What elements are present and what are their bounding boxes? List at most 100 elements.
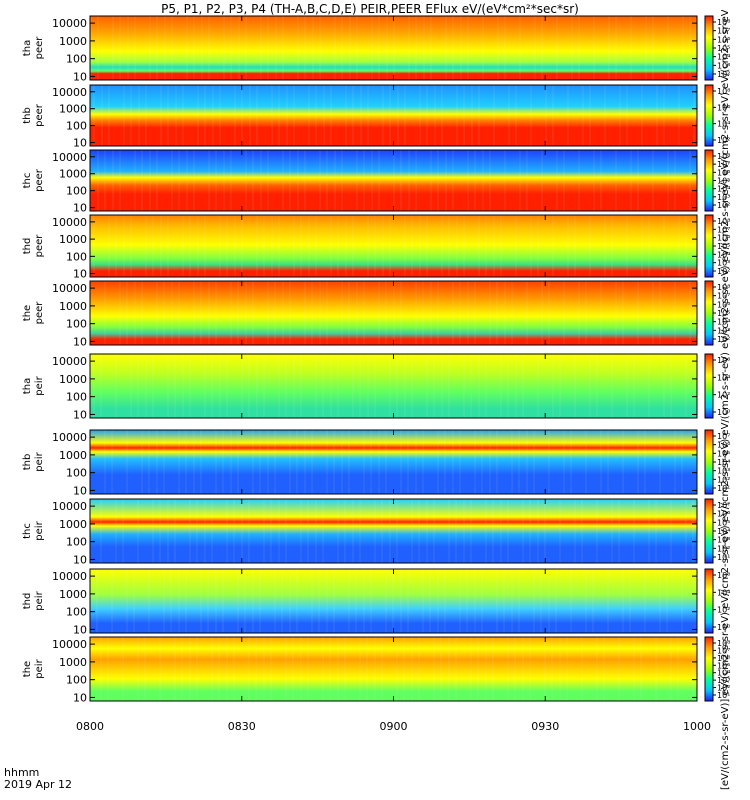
texture-stripe [156,281,158,345]
texture-stripe [507,637,509,701]
texture-stripe [637,150,639,211]
y-tick-label: 10000 [52,151,87,164]
texture-stripe [215,569,217,633]
colorbar-tick-label: 10⁸ [717,18,730,27]
texture-stripe [334,16,336,80]
texture-stripe [104,281,106,345]
panel-spectrum [90,354,697,418]
y-tick-label: 10000 [52,570,87,583]
texture-stripe [385,430,387,494]
texture-stripe [378,16,380,80]
texture-stripe [578,150,580,211]
texture-stripe [692,637,694,701]
texture-stripe [667,16,669,80]
texture-stripe [459,430,461,494]
colorbar-units-label: [eV/(cm2-s-sr-eV)] eV/(cm2-s-sr-eV) eV/(… [720,10,731,790]
texture-stripe [426,354,428,418]
y-tick-label: 10 [73,335,87,348]
texture-stripe [618,637,620,701]
texture-stripe [282,16,284,80]
texture-stripe [452,430,454,494]
texture-stripe [307,637,309,701]
texture-stripe [622,430,624,494]
texture-stripe [322,354,324,418]
texture-stripe [434,85,436,146]
y-tick-label: 10 [73,137,87,150]
texture-stripe [296,569,298,633]
texture-stripe [611,499,613,563]
texture-stripe [474,430,476,494]
texture-stripe [466,569,468,633]
colorbar-tick-label: 10² [717,201,730,210]
texture-stripe [419,215,421,277]
texture-stripe [652,16,654,80]
texture-stripe [515,215,517,277]
texture-stripe [152,499,154,563]
texture-stripe [452,281,454,345]
texture-stripe [300,499,302,563]
texture-stripe [378,281,380,345]
texture-stripe [467,16,469,80]
texture-stripe [278,354,280,418]
colorbar-tick-label: 10² [717,136,730,145]
texture-stripe [381,499,383,563]
texture-stripe [204,85,206,146]
y-tick-label: 100 [66,250,87,263]
texture-stripe [452,16,454,80]
texture-stripe [530,85,532,146]
panel-thd-peer: 10 100 1000 10000 thd peer 10⁸10⁷10⁶10⁵10⁴10³1… [22,214,730,281]
texture-stripe [237,281,239,345]
texture-stripe [304,150,306,211]
texture-stripe [655,499,657,563]
texture-stripe [159,499,161,563]
texture-stripe [504,16,506,80]
texture-stripe [241,85,243,146]
colorbar-tick-label: 10³ [717,536,730,545]
texture-stripe [123,85,125,146]
texture-stripe [423,16,425,80]
panel-label-species: peer [34,234,45,258]
texture-stripe [444,430,446,494]
texture-stripe [444,569,446,633]
texture-stripe [337,637,339,701]
panel-label-species: peer [34,301,45,325]
y-tick-label: 10000 [52,86,87,99]
texture-stripe [160,85,162,146]
panel-spectrum [90,85,697,146]
colorbar-tick-label: 10⁴ [717,318,730,327]
texture-stripe [134,281,136,345]
y-tick-label: 100 [66,536,87,549]
colorbar-tick-label: 10⁸ [717,283,730,292]
colorbar-tick-label: 10⁷ [717,27,730,36]
texture-stripe [581,499,583,563]
colorbar-tick-label: 10² [717,606,730,615]
texture-stripe [500,215,502,277]
texture-stripe [285,499,287,563]
colorbar [704,84,714,147]
texture-stripe [519,16,521,80]
texture-stripe [226,354,228,418]
panel-thd-peir: 10 100 1000 10000 thd peir 10⁶ 10⁴ 10² 10⁰ [22,568,730,636]
texture-stripe [578,281,580,345]
texture-stripe [485,499,487,563]
texture-stripe [574,499,576,563]
texture-stripe [596,637,598,701]
texture-stripe [156,16,158,80]
texture-stripe [426,215,428,277]
texture-stripe [97,16,99,80]
texture-stripe [359,499,361,563]
texture-stripe [282,281,284,345]
texture-stripe [93,354,95,418]
texture-stripe [478,354,480,418]
texture-stripe [663,354,665,418]
texture-stripe [600,150,602,211]
texture-stripe [315,215,317,277]
texture-stripe [189,354,191,418]
texture-stripe [633,354,635,418]
texture-stripe [137,499,139,563]
texture-stripe [619,85,621,146]
texture-stripe [618,499,620,563]
colorbar-tick-label: 10⁷ [717,292,730,301]
texture-stripe [318,569,320,633]
texture-stripe [293,85,295,146]
